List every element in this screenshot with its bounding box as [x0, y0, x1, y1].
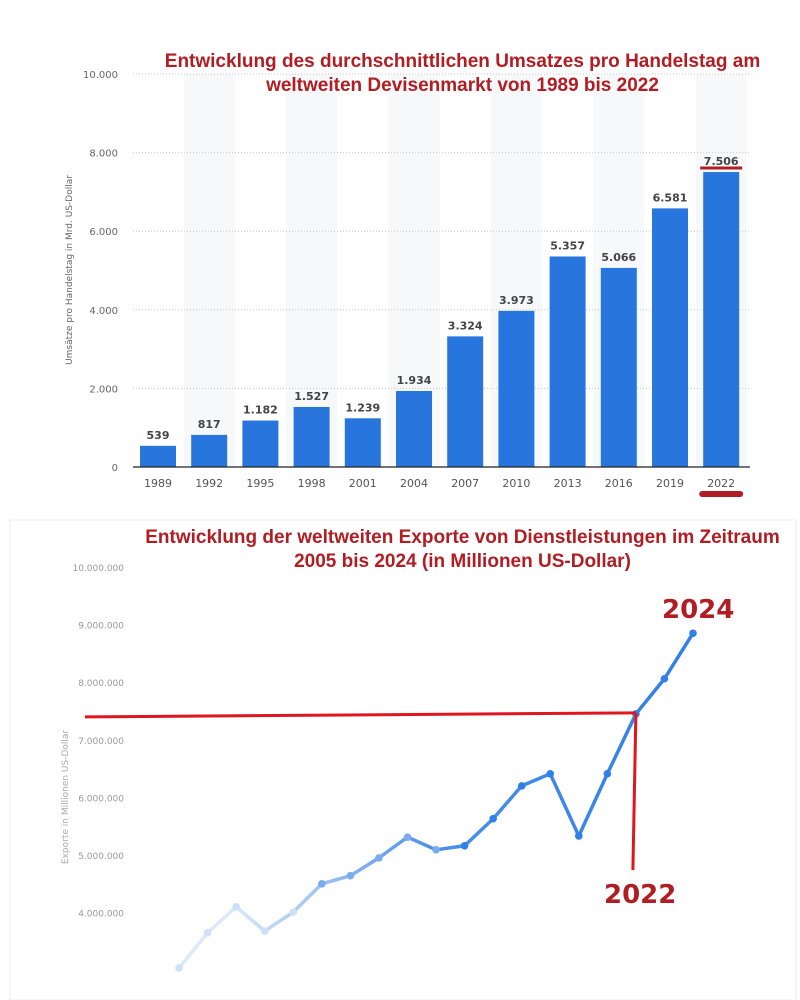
data-label: 817: [198, 418, 221, 431]
x-tick-label: 2007: [451, 477, 479, 490]
data-point-2017: [489, 814, 497, 823]
data-point-2018: [517, 782, 526, 790]
data-point-2012: [346, 871, 355, 880]
y-tick-label: 4.000: [89, 306, 118, 317]
bar-2016: [600, 267, 637, 467]
data-label: 7.506: [704, 155, 739, 168]
bar-chart: 0 2.000 4.000 6.000 8.000 10.000 539 1989 817 199…: [65, 70, 750, 497]
bar-1989: [140, 445, 176, 467]
bar-2019: [652, 208, 688, 467]
band: [286, 74, 338, 467]
x-tick-label: 2001: [349, 477, 377, 490]
x-tick-label: 2016: [605, 477, 633, 490]
x-tick-label: 1998: [298, 477, 326, 490]
data-point-2014: [403, 833, 412, 841]
data-point-2015: [432, 846, 440, 854]
line-chart: 4.000.000 5.000.000 6.000.000 7.000.000 8.00…: [61, 564, 697, 972]
data-point-2021: [603, 769, 612, 778]
data-label: 1.182: [243, 404, 278, 417]
y-axis-label: Exporte in Millionen US-Dollar: [61, 730, 71, 865]
reference-line-horizontal: [84, 711, 636, 719]
y-tick-label: 8.000: [89, 149, 118, 160]
bar-2013: [549, 256, 586, 467]
x-tick-label: 1992: [195, 477, 223, 490]
annotation-2024: 2024: [662, 595, 735, 625]
bar-1992: [191, 434, 228, 467]
data-label: 1.527: [294, 390, 329, 403]
reference-line-vertical: [631, 712, 638, 871]
data-point-2024: [689, 629, 697, 638]
y-tick-label: 6.000: [89, 227, 118, 238]
bar-1998: [293, 406, 330, 467]
data-label: 6.581: [653, 191, 688, 204]
y-tick-label: 10.000: [83, 70, 118, 81]
y-tick-label: 10.000.000: [72, 564, 124, 574]
line-chart-card: [9, 519, 797, 1000]
y-tick-label: 8.000.000: [78, 679, 124, 689]
y-axis-label: Umsätze pro Handelstag in Mrd. US-Dollar: [65, 175, 75, 365]
x-tick-label: 2019: [656, 477, 684, 490]
data-label: 1.239: [345, 401, 380, 414]
data-label: 5.357: [550, 239, 585, 252]
bar-2001: [344, 418, 381, 467]
highlight-marker: [699, 491, 744, 497]
bar-chart-title: Entwicklung des durchschnittlichen Umsat…: [164, 51, 761, 96]
x-tick-label: 1989: [144, 477, 172, 490]
x-tick-label: 2013: [554, 477, 582, 490]
bar-2010: [498, 310, 535, 467]
bar-2007: [447, 336, 484, 467]
y-tick-label: 9.000.000: [78, 622, 124, 632]
annotation-2022: 2022: [604, 880, 677, 910]
line-chart-title: Entwicklung der weltweiten Exporte von D…: [145, 527, 780, 572]
data-point-2023: [660, 674, 669, 683]
data-point-2010: [289, 908, 298, 916]
y-tick-label: 0: [112, 463, 118, 474]
x-tick-label: 2010: [502, 477, 530, 490]
data-point-2019: [546, 769, 555, 778]
bar-2004: [396, 390, 432, 467]
x-tick-label: 2004: [400, 477, 428, 490]
bar-1995: [242, 420, 279, 467]
y-tick-label: 7.000.000: [78, 737, 124, 747]
data-point-2020: [575, 832, 583, 840]
band: [183, 74, 235, 467]
data-label: 3.324: [448, 319, 483, 332]
x-tick-label: 1995: [246, 477, 274, 490]
x-tick-label: 2022: [707, 477, 735, 490]
data-label: 1.934: [397, 374, 432, 387]
data-point-2016: [460, 841, 469, 850]
data-point-2007: [203, 928, 212, 937]
data-label: 3.973: [499, 294, 534, 307]
data-point-2011: [318, 880, 326, 888]
bar-2022: [703, 172, 740, 467]
data-point-2013: [375, 854, 383, 862]
y-tick-label: 4.000.000: [78, 910, 124, 920]
data-point-2008: [232, 903, 240, 911]
y-tick-label: 2.000: [89, 384, 118, 395]
data-point-2006: [175, 964, 183, 972]
data-point-2009: [260, 927, 269, 935]
y-tick-label: 6.000.000: [78, 794, 124, 804]
data-label: 539: [147, 429, 170, 442]
data-label: 5.066: [601, 251, 636, 264]
y-tick-label: 5.000.000: [78, 852, 124, 862]
